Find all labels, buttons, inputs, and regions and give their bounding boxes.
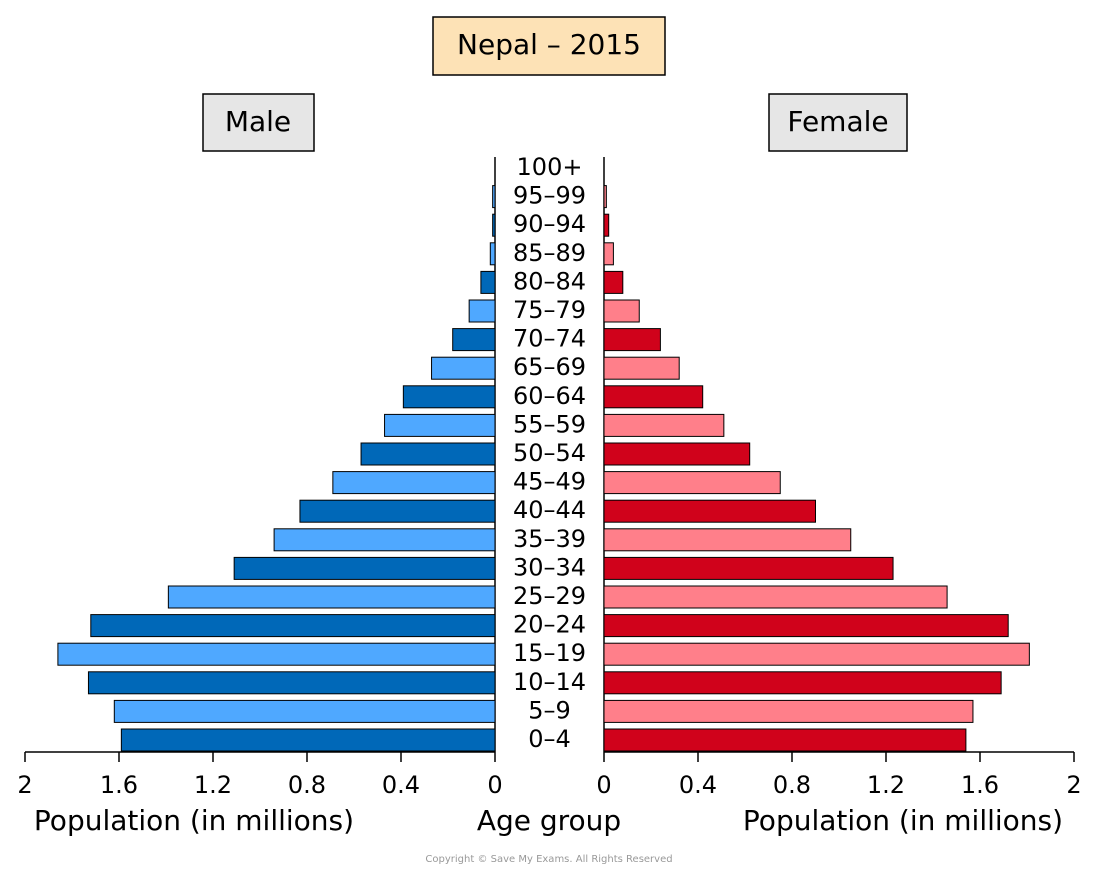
bar [603,385,704,409]
bar [603,699,974,723]
bar [603,614,1009,638]
bar [402,385,496,409]
x-axis-label: Population (in millions) [34,804,354,837]
bar [332,471,496,495]
category-label: 70–74 [513,325,586,353]
bar [468,299,496,323]
bar [603,299,640,323]
bar [603,328,661,352]
x-tick-label: 0 [596,771,611,799]
category-label: 75–79 [513,296,586,324]
bar [603,556,894,580]
bar [120,728,496,752]
x-axis-label: Population (in millions) [743,804,1063,837]
bar [603,471,781,495]
category-label: 45–49 [513,468,586,496]
bar [603,728,967,752]
bar [603,642,1030,666]
bar [489,242,496,266]
x-tick-label: 0.4 [679,771,717,799]
category-label: 15–19 [513,639,586,667]
x-tick-label: 0.8 [773,771,811,799]
bar [492,213,496,237]
legend-label: Female [787,105,888,138]
bar [603,413,725,437]
bar [431,356,496,380]
x-tick-label: 1.6 [100,771,138,799]
bar [452,328,496,352]
title-box [432,16,666,76]
category-label: 90–94 [513,210,586,238]
category-label: 10–14 [513,668,586,696]
category-label: 50–54 [513,439,586,467]
x-tick-label: 0 [487,771,502,799]
bar [233,556,496,580]
bar [299,499,496,523]
bar [167,585,496,609]
x-tick-label: 0.4 [382,771,420,799]
x-tick-label: 2 [1066,771,1081,799]
bar [90,614,496,638]
footer: Copyright © Save My Exams. All Rights Re… [425,854,672,865]
category-axis-label: Age group [477,804,621,837]
bar [384,413,496,437]
x-tick-label: 2 [17,771,32,799]
bar [603,270,624,294]
category-label: 20–24 [513,611,586,639]
category-label: 55–59 [513,410,586,438]
bar [360,442,496,466]
category-label: 35–39 [513,525,586,553]
x-tick-label: 1.6 [961,771,999,799]
bar [113,699,496,723]
legend-box [768,93,908,152]
category-label: 80–84 [513,267,586,295]
bar [603,242,614,266]
legend-label: Male [225,105,291,138]
bar [603,671,1002,695]
category-label: 25–29 [513,582,586,610]
bar [480,270,496,294]
legend-box [202,93,315,152]
category-label: 40–44 [513,496,586,524]
bar [603,356,680,380]
bar [273,528,496,552]
bar [87,671,496,695]
category-label: 100+ [517,153,583,181]
bar [603,185,607,209]
x-tick-label: 0.8 [288,771,326,799]
bar [603,585,948,609]
category-label: 60–64 [513,382,586,410]
bar [603,499,816,523]
category-label: 0–4 [528,725,571,753]
x-tick-label: 1.2 [867,771,905,799]
category-label: 5–9 [528,696,571,724]
chart-title: Nepal – 2015 [457,28,641,61]
x-tick-label: 1.2 [194,771,232,799]
bar [57,642,496,666]
category-label: 30–34 [513,553,586,581]
bar [492,185,496,209]
category-label: 85–89 [513,239,586,267]
category-label: 95–99 [513,182,586,210]
bar [603,213,610,237]
bar [603,528,852,552]
category-label: 65–69 [513,353,586,381]
bar [603,442,751,466]
